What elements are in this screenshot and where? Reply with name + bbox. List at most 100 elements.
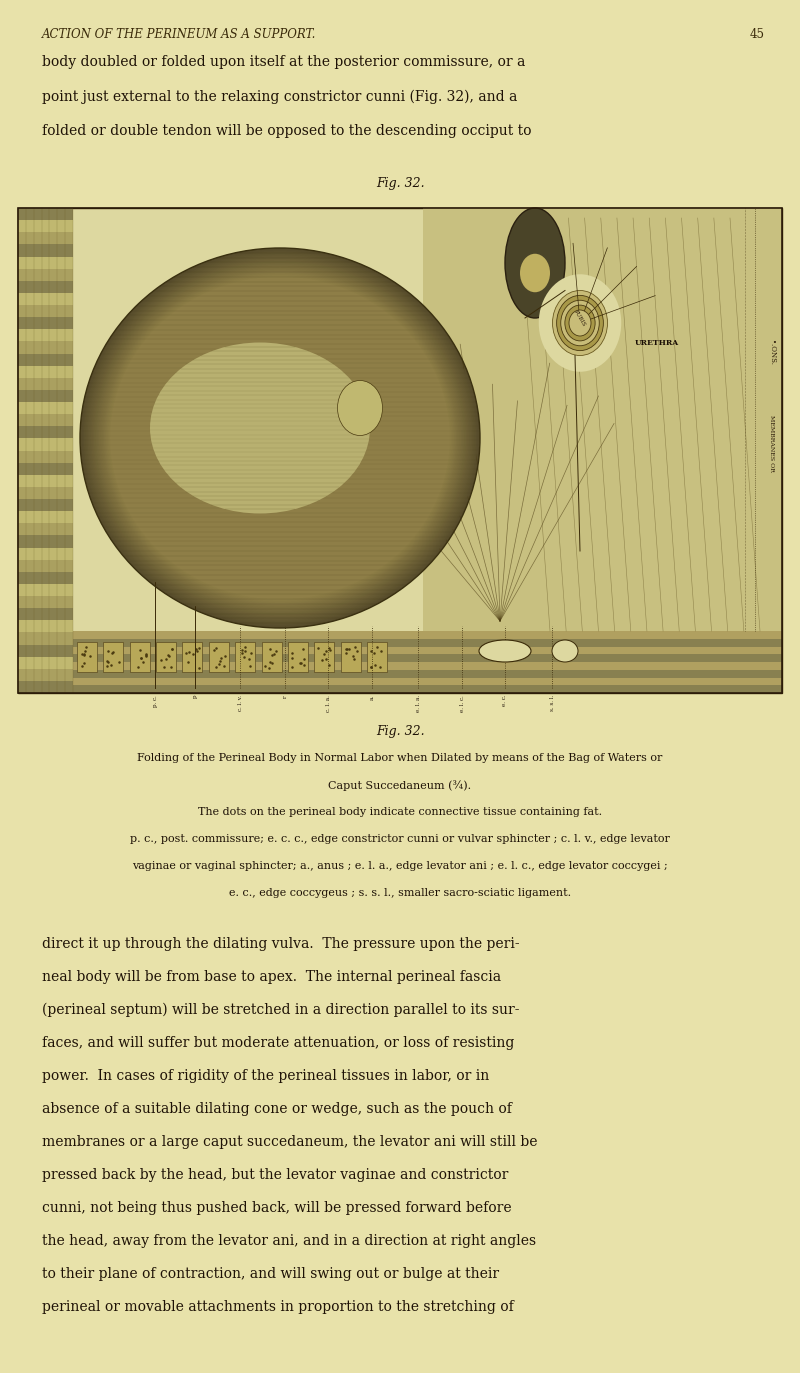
Text: body doubled or folded upon itself at the posterior commissure, or a: body doubled or folded upon itself at th…: [42, 55, 526, 69]
Bar: [18, 330, 73, 342]
Text: the head, away from the levator ani, and in a direction at right angles: the head, away from the levator ani, and…: [42, 1234, 536, 1248]
Text: vaginae or vaginal sphincter; a., anus ; e. l. a., edge levator ani ; e. l. c., : vaginae or vaginal sphincter; a., anus ;…: [132, 861, 668, 870]
Bar: [73, 670, 782, 677]
Bar: [18, 621, 73, 633]
Bar: [73, 685, 782, 693]
Ellipse shape: [106, 273, 454, 603]
Bar: [18, 280, 73, 292]
Bar: [18, 644, 73, 656]
Bar: [18, 269, 73, 280]
Text: pressed back by the head, but the levator vaginae and constrictor: pressed back by the head, but the levato…: [42, 1168, 508, 1182]
Bar: [73, 632, 782, 638]
Text: The dots on the perineal body indicate connective tissue containing fat.: The dots on the perineal body indicate c…: [198, 807, 602, 817]
Bar: [18, 535, 73, 548]
Bar: [18, 560, 73, 571]
Text: e. l. a.: e. l. a.: [415, 695, 421, 713]
FancyBboxPatch shape: [341, 643, 361, 671]
Ellipse shape: [87, 255, 473, 621]
Ellipse shape: [102, 268, 458, 608]
Ellipse shape: [93, 259, 467, 616]
Bar: [18, 523, 73, 535]
Bar: [18, 305, 73, 317]
FancyBboxPatch shape: [235, 643, 255, 671]
Ellipse shape: [102, 269, 458, 607]
Text: s. s. l.: s. s. l.: [550, 695, 554, 711]
Bar: [18, 390, 73, 402]
Bar: [18, 669, 73, 681]
Bar: [423, 207, 782, 632]
Bar: [18, 571, 73, 584]
Bar: [18, 292, 73, 305]
Ellipse shape: [98, 266, 462, 610]
Text: neal body will be from base to apex.  The internal perineal fascia: neal body will be from base to apex. The…: [42, 969, 501, 984]
Text: folded or double tendon will be opposed to the descending occiput to: folded or double tendon will be opposed …: [42, 124, 531, 139]
Bar: [18, 681, 73, 693]
Ellipse shape: [538, 275, 622, 372]
Text: p: p: [193, 695, 198, 699]
FancyBboxPatch shape: [182, 643, 202, 671]
Bar: [18, 257, 73, 269]
Text: Caput Succedaneum (¾).: Caput Succedaneum (¾).: [329, 780, 471, 791]
Text: power.  In cases of rigidity of the perineal tissues in labor, or in: power. In cases of rigidity of the perin…: [42, 1070, 490, 1083]
Bar: [18, 475, 73, 487]
Text: PUBIS: PUBIS: [574, 309, 586, 327]
Bar: [18, 426, 73, 438]
Ellipse shape: [95, 262, 465, 614]
Bar: [18, 450, 73, 463]
Text: (perineal septum) will be stretched in a direction parallel to its sur-: (perineal septum) will be stretched in a…: [42, 1004, 519, 1017]
Text: p. c.: p. c.: [153, 695, 158, 707]
Bar: [18, 633, 73, 644]
FancyBboxPatch shape: [156, 643, 176, 671]
Text: MEMBRANES OR: MEMBRANES OR: [770, 415, 774, 471]
Ellipse shape: [565, 305, 595, 341]
Bar: [18, 342, 73, 353]
Bar: [18, 220, 73, 232]
Bar: [73, 655, 782, 662]
FancyBboxPatch shape: [262, 643, 282, 671]
Text: to their plane of contraction, and will swing out or bulge at their: to their plane of contraction, and will …: [42, 1267, 499, 1281]
FancyBboxPatch shape: [288, 643, 308, 671]
Text: c. l. a.: c. l. a.: [326, 695, 330, 711]
Bar: [18, 438, 73, 450]
FancyBboxPatch shape: [209, 643, 229, 671]
Bar: [73, 677, 782, 685]
Ellipse shape: [552, 640, 578, 662]
Text: Fig. 32.: Fig. 32.: [376, 725, 424, 739]
Ellipse shape: [98, 265, 462, 611]
Ellipse shape: [94, 261, 466, 615]
Bar: [18, 207, 782, 693]
Ellipse shape: [107, 275, 453, 601]
Bar: [18, 608, 73, 621]
Text: •.ONS.: •.ONS.: [768, 341, 776, 365]
Ellipse shape: [110, 276, 450, 600]
Bar: [73, 647, 782, 655]
Ellipse shape: [520, 254, 550, 292]
Ellipse shape: [104, 270, 456, 605]
Bar: [73, 662, 782, 670]
Ellipse shape: [90, 258, 470, 618]
Ellipse shape: [569, 310, 591, 336]
Ellipse shape: [86, 254, 474, 622]
Text: direct it up through the dilating vulva.  The pressure upon the peri-: direct it up through the dilating vulva.…: [42, 936, 520, 951]
Ellipse shape: [91, 258, 469, 618]
Text: e. l. c.: e. l. c.: [459, 695, 465, 711]
Ellipse shape: [150, 342, 370, 514]
Text: Fig. 32.: Fig. 32.: [376, 177, 424, 189]
Text: faces, and will suffer but moderate attenuation, or loss of resisting: faces, and will suffer but moderate atte…: [42, 1037, 514, 1050]
Bar: [18, 365, 73, 378]
Text: point just external to the relaxing constrictor cunni (Fig. 32), and a: point just external to the relaxing cons…: [42, 89, 518, 104]
FancyBboxPatch shape: [77, 643, 97, 671]
FancyBboxPatch shape: [314, 643, 334, 671]
Bar: [73, 638, 782, 647]
Text: perineal or movable attachments in proportion to the stretching of: perineal or movable attachments in propo…: [42, 1300, 514, 1314]
Ellipse shape: [338, 380, 382, 435]
Bar: [18, 244, 73, 257]
Text: cunni, not being thus pushed back, will be pressed forward before: cunni, not being thus pushed back, will …: [42, 1201, 512, 1215]
Ellipse shape: [85, 253, 475, 623]
Bar: [18, 498, 73, 511]
Bar: [18, 232, 73, 244]
FancyBboxPatch shape: [367, 643, 387, 671]
Ellipse shape: [80, 249, 480, 627]
Bar: [18, 584, 73, 596]
Ellipse shape: [105, 272, 455, 604]
